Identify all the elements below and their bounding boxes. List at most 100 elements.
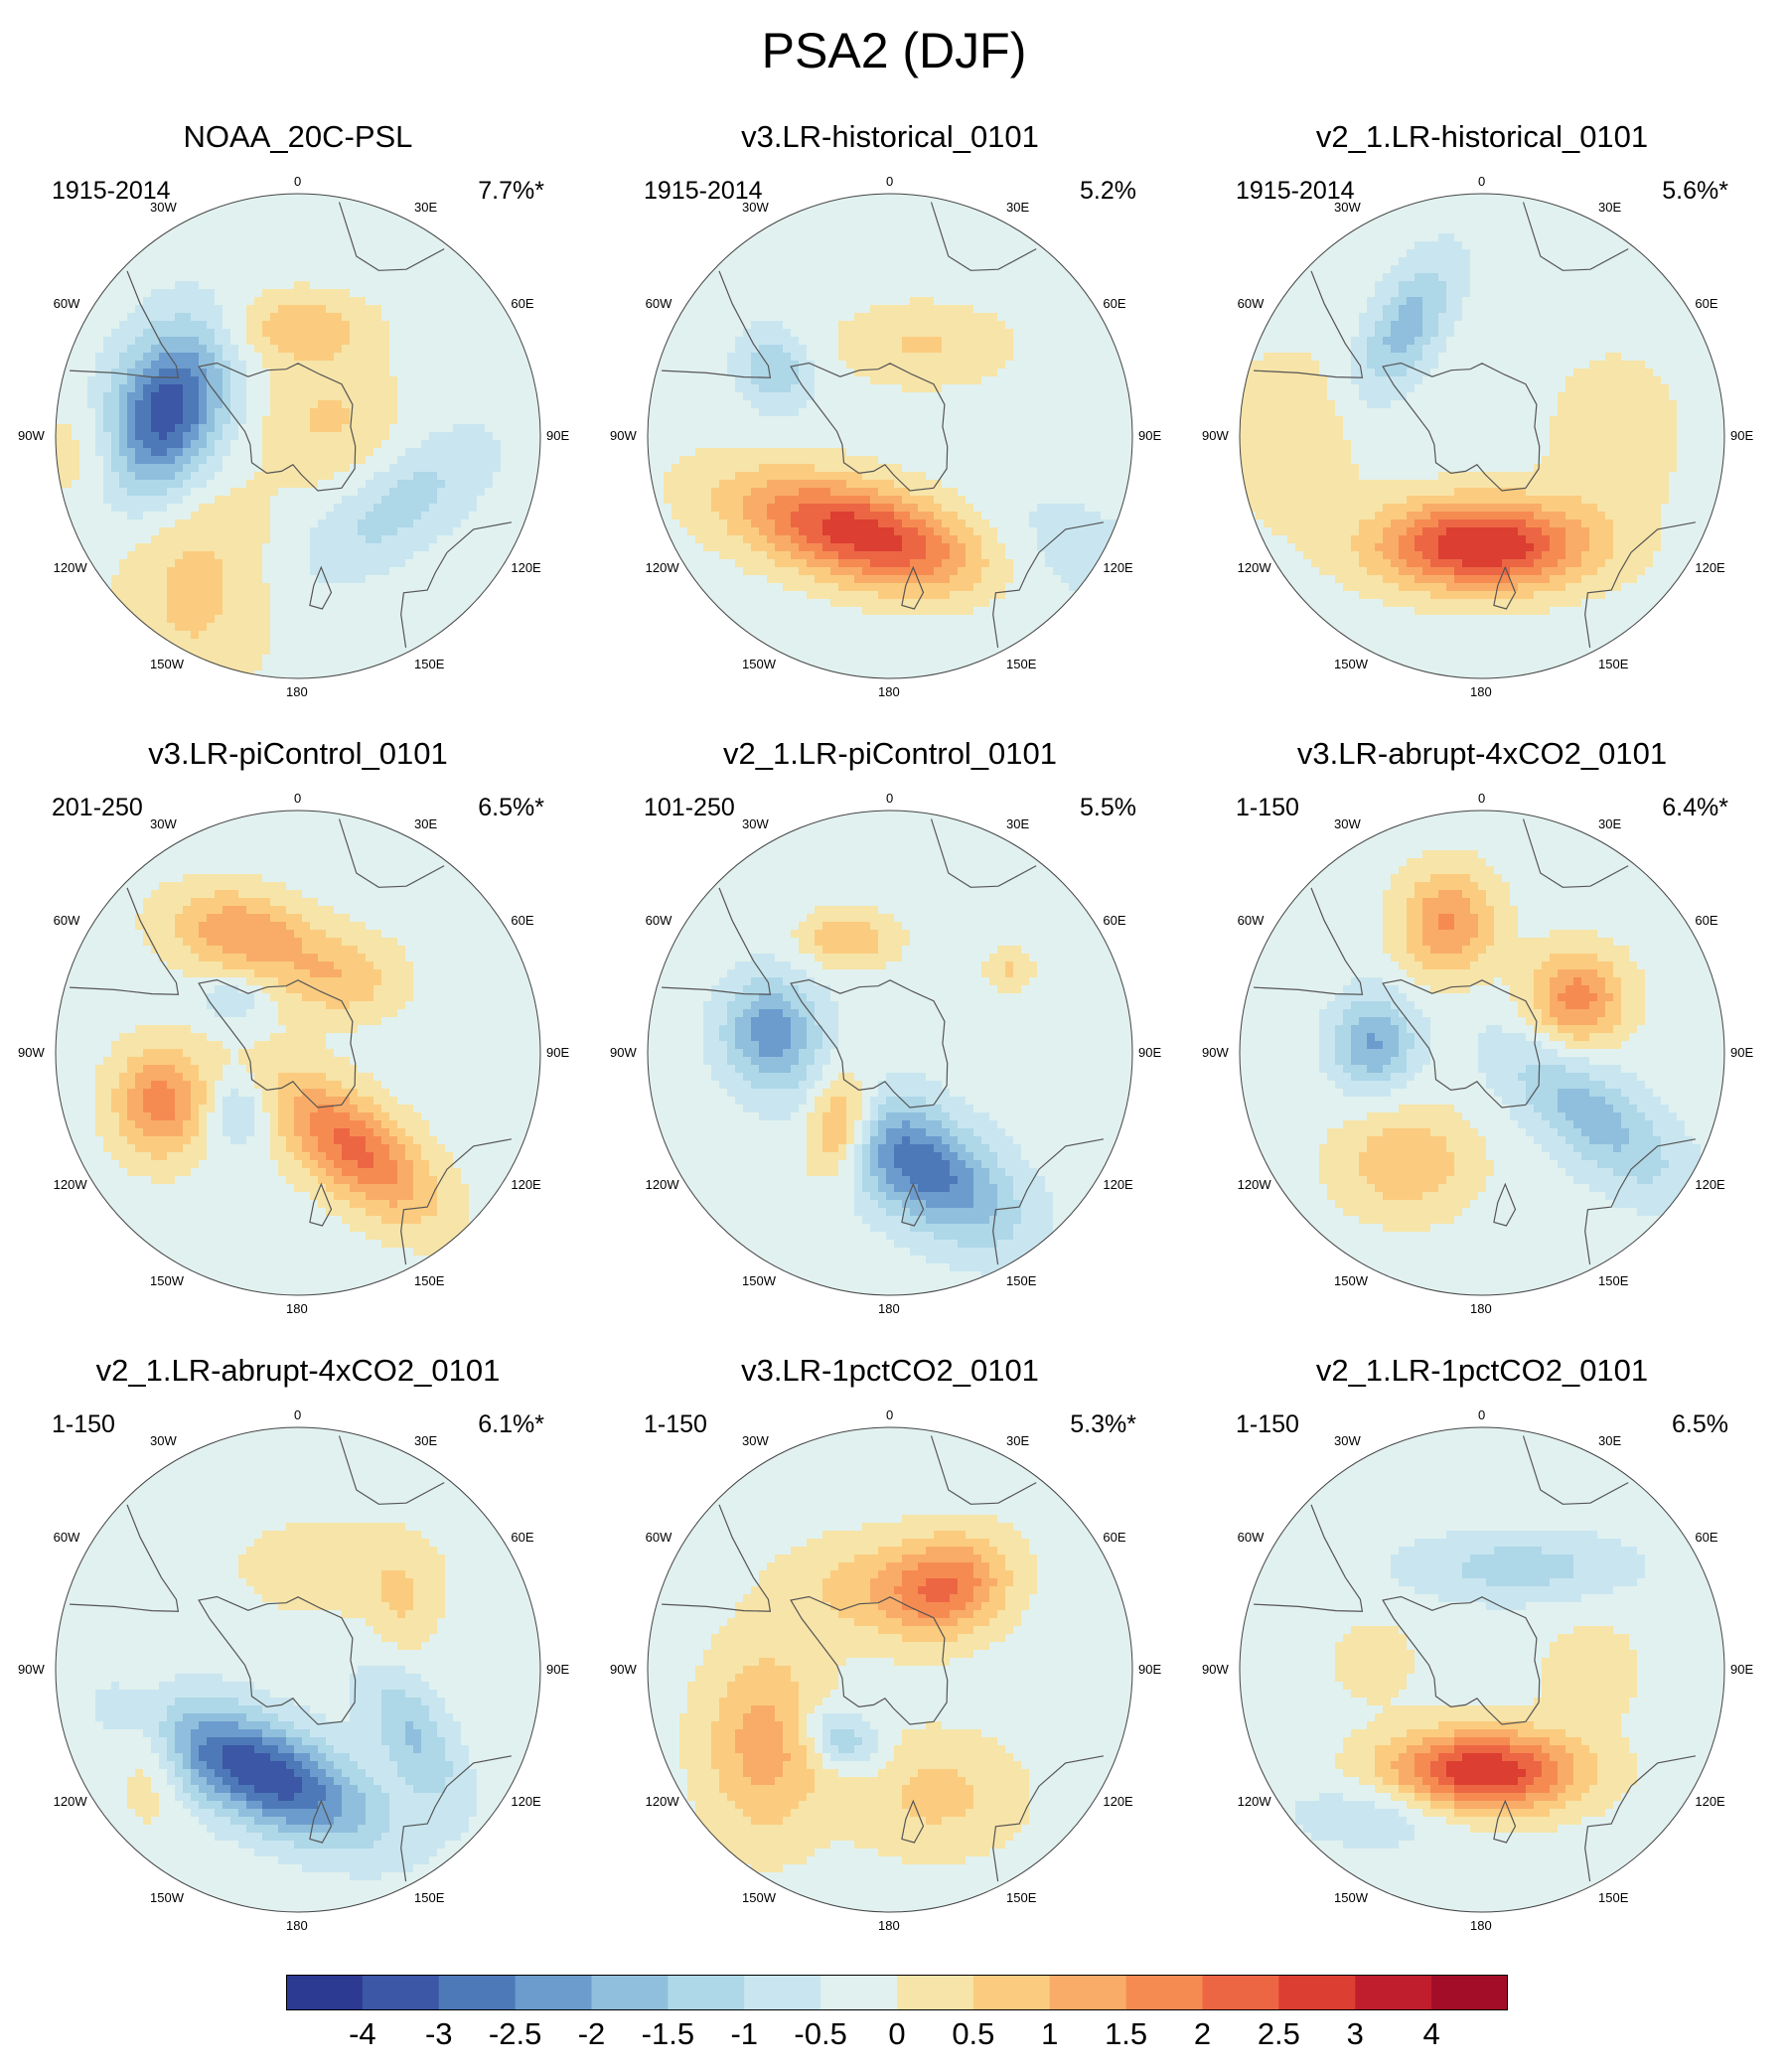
longitude-label: 30E (414, 1433, 437, 1448)
longitude-label: 90E (546, 1662, 569, 1677)
coastline (400, 1755, 513, 1882)
longitude-label: 60E (511, 913, 533, 928)
longitude-label: 30E (1598, 200, 1621, 215)
panel-period: 1-150 (644, 1410, 707, 1439)
map-border (55, 193, 541, 679)
colorbar-tick-label: 2 (1163, 2016, 1243, 2052)
longitude-label: 180 (286, 684, 308, 699)
coastline (1584, 521, 1697, 649)
longitude-label: 60W (1238, 296, 1265, 311)
map-panel: v2_1.LR-1pctCO2_0101 1-150 6.5% 0 30E 60E 90E 1… (1184, 1345, 1780, 1961)
longitude-label: 30W (742, 816, 769, 831)
coastline (70, 887, 180, 995)
longitude-label: 150W (742, 1273, 776, 1288)
panel-title: v3.LR-historical_0101 (592, 119, 1188, 155)
longitude-label: 60W (1238, 913, 1265, 928)
panel-variance: 6.4%* (1662, 794, 1728, 822)
coastline (1522, 1435, 1629, 1505)
coastline (338, 202, 445, 271)
coastline (930, 202, 1037, 271)
longitude-label: 150W (150, 1890, 184, 1905)
colorbar-swatch (286, 1975, 364, 2010)
coastline (1493, 1182, 1517, 1227)
colorbar-swatch (438, 1975, 517, 2010)
coastline (309, 1182, 333, 1227)
longitude-label: 180 (1470, 1301, 1492, 1316)
panel-variance: 7.7%* (478, 177, 544, 206)
longitude-label: 150E (1006, 1273, 1036, 1288)
contour-field (56, 194, 540, 678)
longitude-label: 150E (414, 657, 444, 671)
colorbar-swatch (897, 1975, 974, 2010)
panel-title: v2_1.LR-1pctCO2_0101 (1184, 1353, 1780, 1389)
map-panel: v3.LR-historical_0101 1915-2014 5.2% 0 30E 60… (592, 111, 1188, 727)
polar-map (55, 193, 541, 679)
coastline (901, 1799, 925, 1844)
panel-variance: 6.1%* (478, 1410, 544, 1439)
map-border (55, 810, 541, 1296)
panel-period: 1-150 (1236, 1410, 1299, 1439)
colorbar-tick-label: -4 (323, 2016, 402, 2052)
longitude-label: 90W (18, 428, 45, 443)
longitude-label: 90E (546, 1045, 569, 1060)
colorbar-swatch (1125, 1975, 1203, 2010)
map-panel: v2_1.LR-piControl_0101 101-250 5.5% 0 30E 60E… (592, 728, 1188, 1344)
map-panel: v3.LR-abrupt-4xCO2_0101 1-150 6.4%* 0 30E 60E… (1184, 728, 1780, 1344)
longitude-label: 60E (1103, 913, 1125, 928)
polar-map (647, 810, 1133, 1296)
longitude-label: 60W (646, 913, 672, 928)
longitude-label: 120W (646, 1177, 679, 1192)
longitude-label: 120W (646, 1794, 679, 1809)
longitude-label: 90W (610, 428, 637, 443)
colorbar-swatch (591, 1975, 669, 2010)
longitude-label: 150W (1334, 1890, 1368, 1905)
panel-title: v3.LR-1pctCO2_0101 (592, 1353, 1188, 1389)
polar-map (1239, 810, 1725, 1296)
panel-variance: 6.5% (1672, 1410, 1728, 1439)
longitude-label: 0 (294, 791, 301, 806)
coastline (70, 270, 180, 378)
longitude-label: 150E (1006, 1890, 1036, 1905)
map-border (1239, 810, 1725, 1296)
panel-variance: 6.5%* (478, 794, 544, 822)
panel-title: v3.LR-abrupt-4xCO2_0101 (1184, 736, 1780, 772)
longitude-label: 30E (414, 200, 437, 215)
polar-map (1239, 1426, 1725, 1913)
colorbar-swatch (744, 1975, 821, 2010)
longitude-label: 150E (414, 1273, 444, 1288)
colorbar-tick-label: 2.5 (1239, 2016, 1318, 2052)
coastline (790, 362, 949, 492)
longitude-label: 120E (1103, 560, 1132, 575)
longitude-label: 30E (414, 816, 437, 831)
coastline (1382, 1595, 1541, 1725)
longitude-label: 120E (511, 1794, 540, 1809)
panel-title: v2_1.LR-piControl_0101 (592, 736, 1188, 772)
longitude-label: 30E (1006, 200, 1029, 215)
coastline (901, 1182, 925, 1227)
coastline (338, 1435, 445, 1505)
panel-title: v3.LR-piControl_0101 (0, 736, 596, 772)
longitude-label: 150W (150, 1273, 184, 1288)
colorbar-swatch (1355, 1975, 1432, 2010)
colorbar-swatch (1431, 1975, 1508, 2010)
colorbar-tick-label: 4 (1392, 2016, 1471, 2052)
coastline (400, 521, 513, 649)
coastline (309, 1799, 333, 1844)
coastline (1382, 978, 1541, 1109)
longitude-label: 30W (1334, 200, 1361, 215)
coastline (930, 1435, 1037, 1505)
panel-period: 101-250 (644, 794, 735, 822)
coastline (930, 818, 1037, 888)
coastline (400, 1138, 513, 1265)
colorbar-swatch (820, 1975, 898, 2010)
map-border (1239, 193, 1725, 679)
longitude-label: 120E (1695, 1794, 1724, 1809)
coastline (992, 521, 1105, 649)
longitude-label: 60W (1238, 1530, 1265, 1545)
map-panel: v2_1.LR-historical_0101 1915-2014 5.6%* 0 30… (1184, 111, 1780, 727)
longitude-label: 60E (1695, 913, 1717, 928)
longitude-label: 30W (150, 200, 177, 215)
longitude-label: 0 (294, 1407, 301, 1422)
longitude-label: 60E (1695, 296, 1717, 311)
